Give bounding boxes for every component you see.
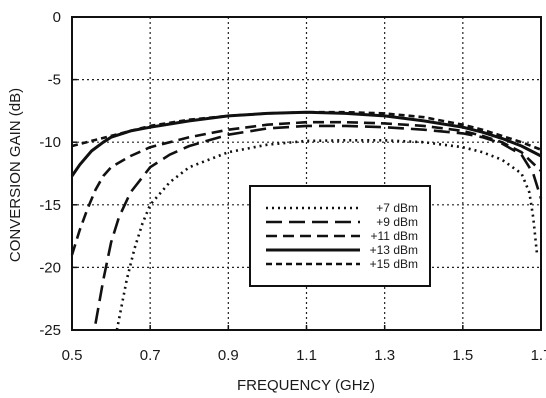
x-tick-label: 1.3 — [374, 347, 395, 364]
series-line-4 — [70, 110, 542, 177]
x-tick-label: 0.9 — [218, 347, 239, 364]
y-tick-label: -10 — [39, 134, 61, 151]
tick-labels: 0.5 0.7 0.9 1.1 1.3 1.5 1.7 0 -5 -10 -15 -20 -25 — [39, 9, 546, 364]
legend: +7 dBm+9 dBm+11 dBm+13 dBm+15 dBm — [249, 185, 431, 287]
y-tick-label: -15 — [39, 197, 61, 214]
y-tick-label: 0 — [53, 9, 61, 26]
legend-label-2: +9 dBm — [376, 215, 418, 229]
x-tick-label: 0.7 — [140, 347, 161, 364]
legend-label-3: +11 dBm — [371, 229, 418, 243]
x-tick-label: 1.5 — [452, 347, 473, 364]
legend-label-1: +7 dBm — [376, 201, 418, 215]
y-tick-label: -5 — [48, 72, 61, 89]
legend-box — [249, 185, 431, 287]
series-line-2 — [94, 124, 543, 324]
legend-label-4: +13 dBm — [370, 243, 418, 257]
x-axis-title: FREQUENCY (GHz) — [237, 377, 375, 394]
series-lines — [70, 110, 543, 331]
x-tick-label: 1.7 — [531, 347, 546, 364]
plot-frame — [71, 16, 542, 331]
legend-label-5: +15 dBm — [370, 257, 418, 271]
y-axis-title: CONVERSION GAIN (dB) — [7, 88, 24, 262]
series-line-3 — [70, 120, 542, 256]
series-line-1 — [115, 139, 539, 331]
y-tick-label: -20 — [39, 259, 61, 276]
y-tick-label: -25 — [39, 322, 61, 339]
x-tick-label: 0.5 — [62, 347, 83, 364]
plot-border — [71, 16, 542, 331]
x-tick-label: 1.1 — [296, 347, 317, 364]
series-line-5 — [71, 110, 542, 151]
